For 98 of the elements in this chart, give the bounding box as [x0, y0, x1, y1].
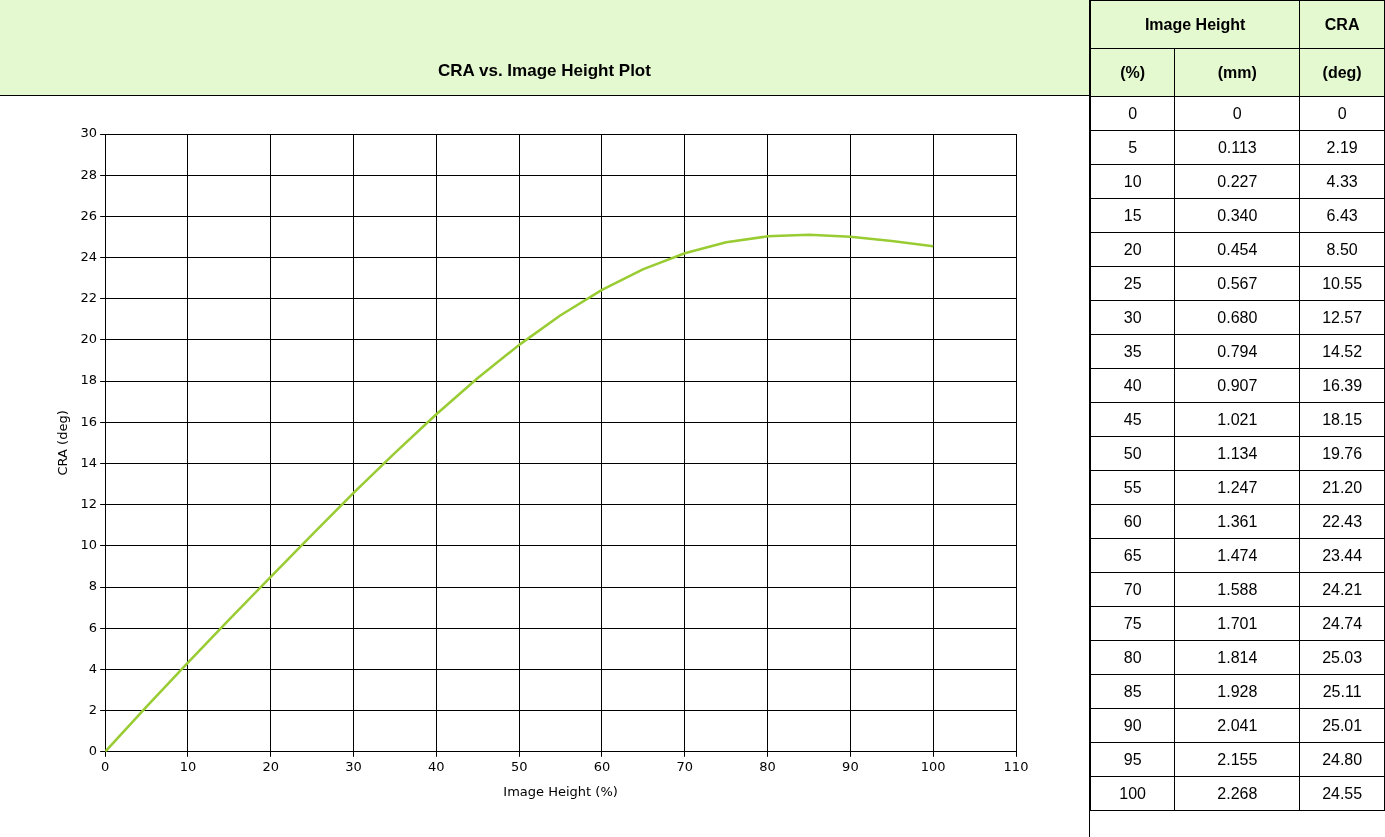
chart-title: CRA vs. Image Height Plot — [438, 60, 651, 82]
y-tick-label: 4 — [88, 660, 98, 676]
data-label: 21.20 — [1299, 470, 1385, 505]
data-label: 2.19 — [1299, 130, 1385, 165]
y-tick-label: 45 — [1090, 402, 1175, 437]
y-tick-label: 10 — [80, 537, 98, 553]
x-tick-label: 70 — [676, 758, 694, 774]
data-label: 0.227 — [1174, 164, 1300, 199]
data-label: 1.134 — [1174, 436, 1300, 471]
x-tick-label: 20 — [262, 758, 280, 774]
x-tick-label: 110 — [1003, 758, 1029, 774]
x-tick-label: 80 — [759, 758, 776, 774]
y-tick-label: 40 — [1090, 368, 1175, 403]
data-label: 10.55 — [1299, 266, 1385, 301]
data-label: 1.474 — [1174, 538, 1300, 573]
data-label: 24.80 — [1299, 742, 1385, 777]
data-label: 18.15 — [1299, 402, 1385, 437]
y-tick-label: 55 — [1090, 470, 1175, 505]
data-label: 24.21 — [1299, 572, 1385, 607]
y-tick-label: 95 — [1090, 742, 1175, 777]
data-label: 16.39 — [1299, 368, 1385, 403]
data-label: 0.340 — [1174, 198, 1300, 233]
x-tick-label: 100 — [920, 758, 946, 774]
y-tick-label: 70 — [1090, 572, 1175, 607]
y-tick-label: 6 — [88, 619, 98, 635]
data-label: 25.01 — [1299, 708, 1385, 743]
data-label: 1.588 — [1174, 572, 1300, 607]
data-label: 4.33 — [1299, 164, 1385, 199]
y-tick-label: 14 — [80, 454, 98, 470]
y-tick-label: 20 — [80, 331, 98, 347]
data-label: 0.454 — [1174, 232, 1300, 267]
data-label: 22.43 — [1299, 504, 1385, 539]
y-tick-label: 8 — [88, 578, 98, 594]
data-label: 0 — [1299, 96, 1385, 131]
data-label: 0.907 — [1174, 368, 1300, 403]
x-tick-label: 10 — [179, 758, 197, 774]
y-tick-label: 85 — [1090, 674, 1175, 709]
y-tick-label: 12 — [80, 496, 98, 512]
text: Image Height — [1090, 0, 1300, 49]
y-tick-label: 24 — [80, 248, 98, 264]
data-label: 6.43 — [1299, 198, 1385, 233]
y-tick-label: 0 — [1090, 96, 1175, 131]
data-label: 2.155 — [1174, 742, 1300, 777]
y-tick-label: 20 — [1090, 232, 1175, 267]
x-tick-label: 40 — [428, 758, 445, 774]
x-tick-label: 90 — [842, 758, 859, 774]
x-axis-title: Image Height (%) — [503, 783, 618, 799]
y-tick-label: 60 — [1090, 504, 1175, 539]
data-label: 23.44 — [1299, 538, 1385, 573]
y-tick-label: 50 — [1090, 436, 1175, 471]
y-tick-label: 0 — [88, 743, 98, 759]
data-label: 1.701 — [1174, 606, 1300, 641]
x-tick-label: 50 — [510, 758, 528, 774]
data-label: 2.268 — [1174, 776, 1300, 811]
text: CRA — [1299, 0, 1385, 49]
x-tick-label: 0 — [101, 758, 110, 774]
y-tick-label: 80 — [1090, 640, 1175, 675]
data-label: 1.247 — [1174, 470, 1300, 505]
data-label: 0.794 — [1174, 334, 1300, 369]
y-tick-label: 18 — [80, 372, 98, 388]
data-label: 1.814 — [1174, 640, 1300, 675]
data-label: 0.567 — [1174, 266, 1300, 301]
y-tick-label: 65 — [1090, 538, 1175, 573]
data-label: 0.680 — [1174, 300, 1300, 335]
data-label: 1.021 — [1174, 402, 1300, 437]
x-tick-label: 30 — [345, 758, 362, 774]
y-tick-label: 90 — [1090, 708, 1175, 743]
y-tick-label: 5 — [1090, 130, 1175, 165]
y-tick-label: 16 — [80, 413, 98, 429]
data-label: 12.57 — [1299, 300, 1385, 335]
data-label: 1.361 — [1174, 504, 1300, 539]
y-tick-label: 30 — [80, 125, 98, 141]
data-label: 24.74 — [1299, 606, 1385, 641]
y-tick-label: 35 — [1090, 334, 1175, 369]
data-label: 8.50 — [1299, 232, 1385, 267]
data-label: 0 — [1174, 96, 1300, 131]
x-tick-label: 60 — [593, 758, 611, 774]
y-tick-label: 2 — [88, 701, 98, 717]
y-tick-label: 75 — [1090, 606, 1175, 641]
y-tick-label: 28 — [80, 166, 98, 182]
data-label: 25.11 — [1299, 674, 1385, 709]
data-label: 1.928 — [1174, 674, 1300, 709]
y-tick-label: 15 — [1090, 198, 1175, 233]
data-label: 24.55 — [1299, 776, 1385, 811]
y-axis-title: CRA (deg) — [55, 410, 71, 476]
data-label: 14.52 — [1299, 334, 1385, 369]
text: (%) — [1090, 48, 1175, 97]
data-label: 25.03 — [1299, 640, 1385, 675]
x-tick-label: (deg) — [1299, 48, 1385, 97]
y-tick-label: 22 — [80, 290, 98, 306]
y-tick-label: 25 — [1090, 266, 1175, 301]
data-label: 2.041 — [1174, 708, 1300, 743]
y-tick-label: 10 — [1090, 164, 1175, 199]
y-tick-label: 26 — [80, 207, 98, 223]
data-label: 19.76 — [1299, 436, 1385, 471]
y-tick-label: 30 — [1090, 300, 1175, 335]
x-tick-label: (mm) — [1174, 48, 1300, 97]
data-label: 0.113 — [1174, 130, 1300, 165]
